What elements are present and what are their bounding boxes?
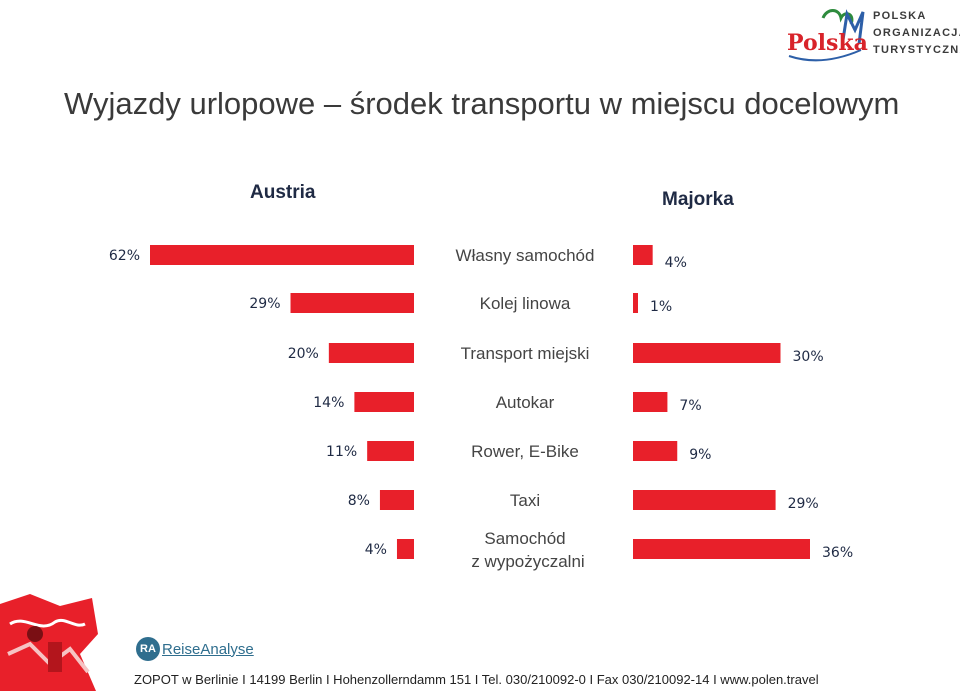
austria-value-label: 11% [326, 444, 357, 460]
majorka-bar [633, 441, 678, 461]
category-label: Autokar [496, 393, 555, 412]
majorka-bar [633, 293, 638, 313]
austria-bar [354, 392, 414, 412]
category-label: Własny samochód [456, 246, 595, 265]
decorative-artwork [0, 594, 100, 691]
majorka-value-label: 30% [793, 349, 824, 365]
transport-chart: 62% 4% Własny samochód 29% 1% Kolej linowa 20%… [109, 245, 853, 571]
category-label: Rower, E-Bike [471, 442, 579, 461]
austria-bar [290, 293, 414, 313]
austria-title: Austria [250, 182, 316, 203]
austria-value-label: 20% [288, 346, 319, 362]
austria-value-label: 8% [348, 493, 370, 509]
austria-bar [367, 441, 414, 461]
logo-text: POLSKA ORGANIZACJA TURYSTYCZNA [873, 8, 960, 59]
reiseanalyse-logo: RA ReiseAnalyse [136, 637, 254, 661]
footer-contact: ZOPOT w Berlinie I 14199 Berlin I Hohenz… [134, 672, 819, 687]
austria-value-label: 29% [249, 296, 280, 312]
austria-value-label: 14% [313, 395, 344, 411]
ra-name: ReiseAnalyse [162, 640, 254, 658]
logo-line-3: TURYSTYCZNA [873, 44, 960, 56]
majorka-value-label: 7% [679, 398, 701, 414]
majorka-value-label: 29% [788, 496, 819, 512]
category-label: Transport miejski [461, 344, 590, 363]
austria-value-label: 62% [109, 248, 140, 264]
majorka-value-label: 36% [822, 545, 853, 561]
majorka-value-label: 1% [650, 299, 672, 315]
ra-mark: RA [136, 637, 160, 661]
austria-bar [328, 343, 414, 363]
majorka-bar [633, 490, 776, 510]
category-label: Kolej linowa [480, 294, 571, 313]
category-label: z wypożyczalni [471, 552, 584, 571]
majorka-title: Majorka [662, 189, 734, 210]
logo-line-1: POLSKA [873, 10, 927, 22]
majorka-value-label: 4% [665, 255, 687, 271]
majorka-bar [633, 539, 810, 559]
polska-logo-mark: Polska [787, 9, 868, 62]
majorka-value-label: 9% [689, 447, 711, 463]
page-title: Wyjazdy urlopowe – środek transportu w m… [64, 86, 900, 121]
majorka-bar [633, 245, 653, 265]
polska-logo: Polska POLSKA ORGANIZACJA TURYSTYCZNA [783, 4, 960, 74]
majorka-bar [633, 343, 781, 363]
austria-bar [150, 245, 414, 265]
majorka-bar [633, 392, 668, 412]
austria-value-label: 4% [365, 542, 387, 558]
austria-bar [379, 490, 414, 510]
logo-line-2: ORGANIZACJA [873, 27, 960, 39]
category-label: Taxi [510, 491, 540, 510]
category-label: Samochód [484, 529, 565, 548]
austria-bar [396, 539, 414, 559]
